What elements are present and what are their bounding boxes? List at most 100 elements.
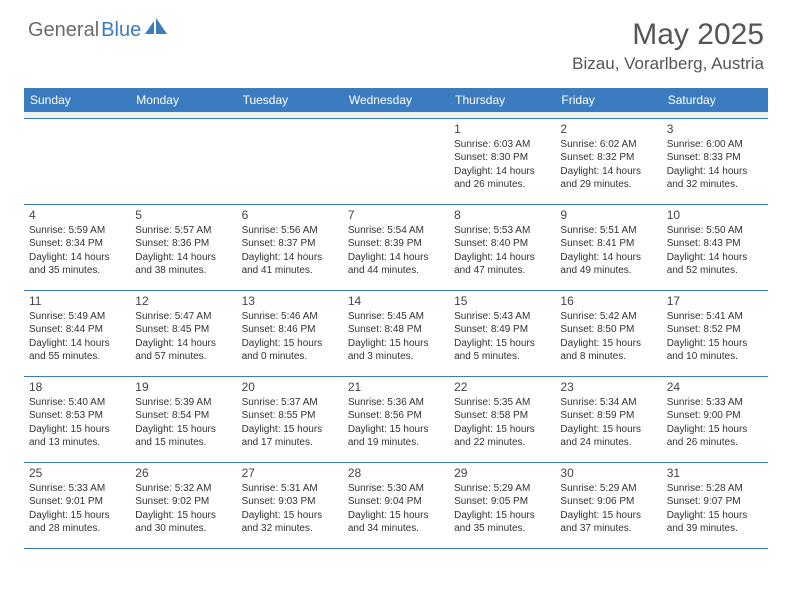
daylight-line2: and 8 minutes. (560, 350, 656, 364)
day-info: Sunrise: 5:41 AMSunset: 8:52 PMDaylight:… (667, 310, 763, 364)
sunrise-text: Sunrise: 5:33 AM (29, 482, 125, 496)
day-cell: 10Sunrise: 5:50 AMSunset: 8:43 PMDayligh… (662, 204, 768, 290)
col-thursday: Thursday (449, 88, 555, 112)
day-cell: 24Sunrise: 5:33 AMSunset: 9:00 PMDayligh… (662, 376, 768, 462)
day-info: Sunrise: 5:50 AMSunset: 8:43 PMDaylight:… (667, 224, 763, 278)
sunset-text: Sunset: 8:48 PM (348, 323, 444, 337)
day-number: 25 (29, 466, 125, 480)
day-info: Sunrise: 5:56 AMSunset: 8:37 PMDaylight:… (242, 224, 338, 278)
day-cell: 7Sunrise: 5:54 AMSunset: 8:39 PMDaylight… (343, 204, 449, 290)
daylight-line1: Daylight: 14 hours (29, 251, 125, 265)
day-cell (130, 118, 236, 204)
day-cell: 27Sunrise: 5:31 AMSunset: 9:03 PMDayligh… (237, 462, 343, 548)
title-block: May 2025 Bizau, Vorarlberg, Austria (572, 18, 764, 74)
daylight-line2: and 35 minutes. (29, 264, 125, 278)
day-cell: 12Sunrise: 5:47 AMSunset: 8:45 PMDayligh… (130, 290, 236, 376)
col-sunday: Sunday (24, 88, 130, 112)
sunset-text: Sunset: 8:50 PM (560, 323, 656, 337)
sunrise-text: Sunrise: 5:33 AM (667, 396, 763, 410)
day-cell: 13Sunrise: 5:46 AMSunset: 8:46 PMDayligh… (237, 290, 343, 376)
sunset-text: Sunset: 8:54 PM (135, 409, 231, 423)
logo-gray-text: General (28, 19, 99, 42)
day-cell: 15Sunrise: 5:43 AMSunset: 8:49 PMDayligh… (449, 290, 555, 376)
daylight-line1: Daylight: 15 hours (348, 423, 444, 437)
daylight-line2: and 49 minutes. (560, 264, 656, 278)
sunrise-text: Sunrise: 5:53 AM (454, 224, 550, 238)
sunset-text: Sunset: 8:41 PM (560, 237, 656, 251)
sunrise-text: Sunrise: 5:40 AM (29, 396, 125, 410)
day-cell: 23Sunrise: 5:34 AMSunset: 8:59 PMDayligh… (555, 376, 661, 462)
sunset-text: Sunset: 9:04 PM (348, 495, 444, 509)
sunset-text: Sunset: 8:32 PM (560, 151, 656, 165)
daylight-line2: and 13 minutes. (29, 436, 125, 450)
daylight-line2: and 57 minutes. (135, 350, 231, 364)
daylight-line1: Daylight: 15 hours (454, 509, 550, 523)
daylight-line1: Daylight: 15 hours (135, 509, 231, 523)
day-number: 19 (135, 380, 231, 394)
day-number: 6 (242, 208, 338, 222)
sunset-text: Sunset: 8:45 PM (135, 323, 231, 337)
sunrise-text: Sunrise: 5:39 AM (135, 396, 231, 410)
sunrise-text: Sunrise: 5:30 AM (348, 482, 444, 496)
sunrise-text: Sunrise: 5:36 AM (348, 396, 444, 410)
sunset-text: Sunset: 8:56 PM (348, 409, 444, 423)
day-info: Sunrise: 6:03 AMSunset: 8:30 PMDaylight:… (454, 138, 550, 192)
sunrise-text: Sunrise: 6:02 AM (560, 138, 656, 152)
day-info: Sunrise: 5:32 AMSunset: 9:02 PMDaylight:… (135, 482, 231, 536)
daylight-line1: Daylight: 14 hours (454, 251, 550, 265)
day-number: 31 (667, 466, 763, 480)
sunrise-text: Sunrise: 5:28 AM (667, 482, 763, 496)
daylight-line2: and 30 minutes. (135, 522, 231, 536)
week-row: 4Sunrise: 5:59 AMSunset: 8:34 PMDaylight… (24, 204, 768, 290)
day-info: Sunrise: 5:51 AMSunset: 8:41 PMDaylight:… (560, 224, 656, 278)
day-number: 28 (348, 466, 444, 480)
calendar-body: 1Sunrise: 6:03 AMSunset: 8:30 PMDaylight… (24, 112, 768, 548)
day-info: Sunrise: 5:54 AMSunset: 8:39 PMDaylight:… (348, 224, 444, 278)
day-info: Sunrise: 5:35 AMSunset: 8:58 PMDaylight:… (454, 396, 550, 450)
daylight-line2: and 38 minutes. (135, 264, 231, 278)
day-info: Sunrise: 5:30 AMSunset: 9:04 PMDaylight:… (348, 482, 444, 536)
day-info: Sunrise: 5:31 AMSunset: 9:03 PMDaylight:… (242, 482, 338, 536)
week-row: 11 Sunrise: 5:49 AMSunset: 8:44 PMDayligh… (24, 290, 768, 376)
day-cell: 5Sunrise: 5:57 AMSunset: 8:36 PMDaylight… (130, 204, 236, 290)
daylight-line2: and 0 minutes. (242, 350, 338, 364)
daylight-line1: Daylight: 15 hours (29, 509, 125, 523)
day-cell (24, 118, 130, 204)
logo-blue-text: Blue (101, 19, 141, 42)
day-info: Sunrise: 5:28 AMSunset: 9:07 PMDaylight:… (667, 482, 763, 536)
daylight-line1: Daylight: 15 hours (667, 509, 763, 523)
daylight-line2: and 35 minutes. (454, 522, 550, 536)
day-number: 11 (29, 294, 125, 308)
day-info: Sunrise: 5:59 AMSunset: 8:34 PMDaylight:… (29, 224, 125, 278)
sunrise-text: Sunrise: 5:37 AM (242, 396, 338, 410)
sunrise-text: Sunrise: 5:35 AM (454, 396, 550, 410)
day-cell: 29Sunrise: 5:29 AMSunset: 9:05 PMDayligh… (449, 462, 555, 548)
sunset-text: Sunset: 8:46 PM (242, 323, 338, 337)
month-title: May 2025 (572, 18, 764, 52)
daylight-line2: and 5 minutes. (454, 350, 550, 364)
daylight-line1: Daylight: 15 hours (560, 423, 656, 437)
day-cell: 30Sunrise: 5:29 AMSunset: 9:06 PMDayligh… (555, 462, 661, 548)
day-number: 12 (135, 294, 231, 308)
day-info: Sunrise: 5:39 AMSunset: 8:54 PMDaylight:… (135, 396, 231, 450)
sunset-text: Sunset: 8:44 PM (29, 323, 125, 337)
sunset-text: Sunset: 8:52 PM (667, 323, 763, 337)
sunset-text: Sunset: 8:30 PM (454, 151, 550, 165)
day-info: Sunrise: 5:49 AMSunset: 8:44 PMDaylight:… (29, 310, 125, 364)
day-cell: 14Sunrise: 5:45 AMSunset: 8:48 PMDayligh… (343, 290, 449, 376)
day-number: 29 (454, 466, 550, 480)
day-info: Sunrise: 5:45 AMSunset: 8:48 PMDaylight:… (348, 310, 444, 364)
sunrise-text: Sunrise: 5:57 AM (135, 224, 231, 238)
day-info: Sunrise: 5:46 AMSunset: 8:46 PMDaylight:… (242, 310, 338, 364)
sunset-text: Sunset: 8:59 PM (560, 409, 656, 423)
daylight-line2: and 32 minutes. (667, 178, 763, 192)
day-cell: 31 Sunrise: 5:28 AMSunset: 9:07 PMDayligh… (662, 462, 768, 548)
day-number: 26 (135, 466, 231, 480)
day-number: 23 (560, 380, 656, 394)
day-number: 1 (454, 122, 550, 136)
sunset-text: Sunset: 8:53 PM (29, 409, 125, 423)
sunrise-text: Sunrise: 6:03 AM (454, 138, 550, 152)
day-info: Sunrise: 5:53 AMSunset: 8:40 PMDaylight:… (454, 224, 550, 278)
sunrise-text: Sunrise: 5:42 AM (560, 310, 656, 324)
daylight-line1: Daylight: 15 hours (242, 509, 338, 523)
